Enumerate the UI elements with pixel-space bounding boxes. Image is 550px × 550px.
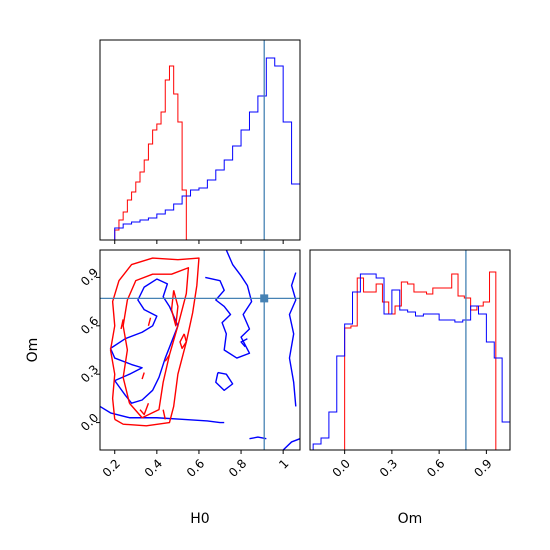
contour-line-blue-4 xyxy=(215,371,234,392)
y-tick-label: 0.0 xyxy=(78,411,101,434)
histogram-h0-frame xyxy=(99,39,301,241)
x-axis-label-right: Om xyxy=(398,511,423,527)
y-tick-label: 0.9 xyxy=(78,265,101,288)
histogram-om-blue-series xyxy=(312,273,510,450)
contour-line-red-14 xyxy=(120,319,124,330)
contour-line-red-9 xyxy=(122,267,190,419)
contour-line-blue-6 xyxy=(249,436,267,440)
contour-line-blue-1 xyxy=(109,278,179,404)
contour-line-red-10 xyxy=(170,290,179,327)
y-tick-label: 0.6 xyxy=(78,314,101,337)
truth-marker xyxy=(260,294,269,303)
x-tick-label: 0.2 xyxy=(100,456,123,479)
x-tick-label: 0.4 xyxy=(142,456,165,479)
x-tick-label: 0.6 xyxy=(424,456,447,479)
contour-frame xyxy=(99,249,301,451)
contour-line-red-17 xyxy=(162,409,166,420)
contour-line-red-16 xyxy=(139,402,150,416)
x-tick-label: 0.3 xyxy=(377,456,400,479)
contour-line-red-11 xyxy=(179,333,188,350)
histogram-h0-red-series xyxy=(114,65,191,240)
contour-line-blue-7 xyxy=(282,438,300,450)
histogram-om-panel: 0.0 0.3 0.6 0.9 xyxy=(309,249,511,480)
contour-line-red-15 xyxy=(141,372,145,380)
x-tick-label: 0.6 xyxy=(184,456,207,479)
histogram-h0-blue-series xyxy=(114,57,300,240)
x-tick-label: 0.8 xyxy=(226,456,249,479)
contour-line-blue-2 xyxy=(205,250,253,359)
x-tick-label: 1 xyxy=(276,456,291,471)
histogram-om-frame xyxy=(309,249,511,451)
contour-line-blue-0 xyxy=(100,405,225,424)
histogram-h0-panel xyxy=(99,39,301,244)
contour-line-blue-3 xyxy=(288,272,297,407)
x-tick-label: 0.0 xyxy=(330,456,353,479)
contour-line-blue-5 xyxy=(240,338,248,348)
x-axis-label-left: H0 xyxy=(190,511,209,527)
contour-h0-om-panel: 0.2 0.4 0.6 0.8 1 0.0 0.3 0.6 0.9 xyxy=(78,249,301,480)
contour-line-red-13 xyxy=(147,317,152,326)
x-tick-label: 0.9 xyxy=(471,456,494,479)
contour-line-red-8 xyxy=(109,257,200,427)
y-tick-label: 0.3 xyxy=(78,362,101,385)
contour-line-red-12 xyxy=(164,354,171,362)
histogram-om-red-series xyxy=(344,271,503,450)
y-axis-label: Om xyxy=(25,338,41,363)
